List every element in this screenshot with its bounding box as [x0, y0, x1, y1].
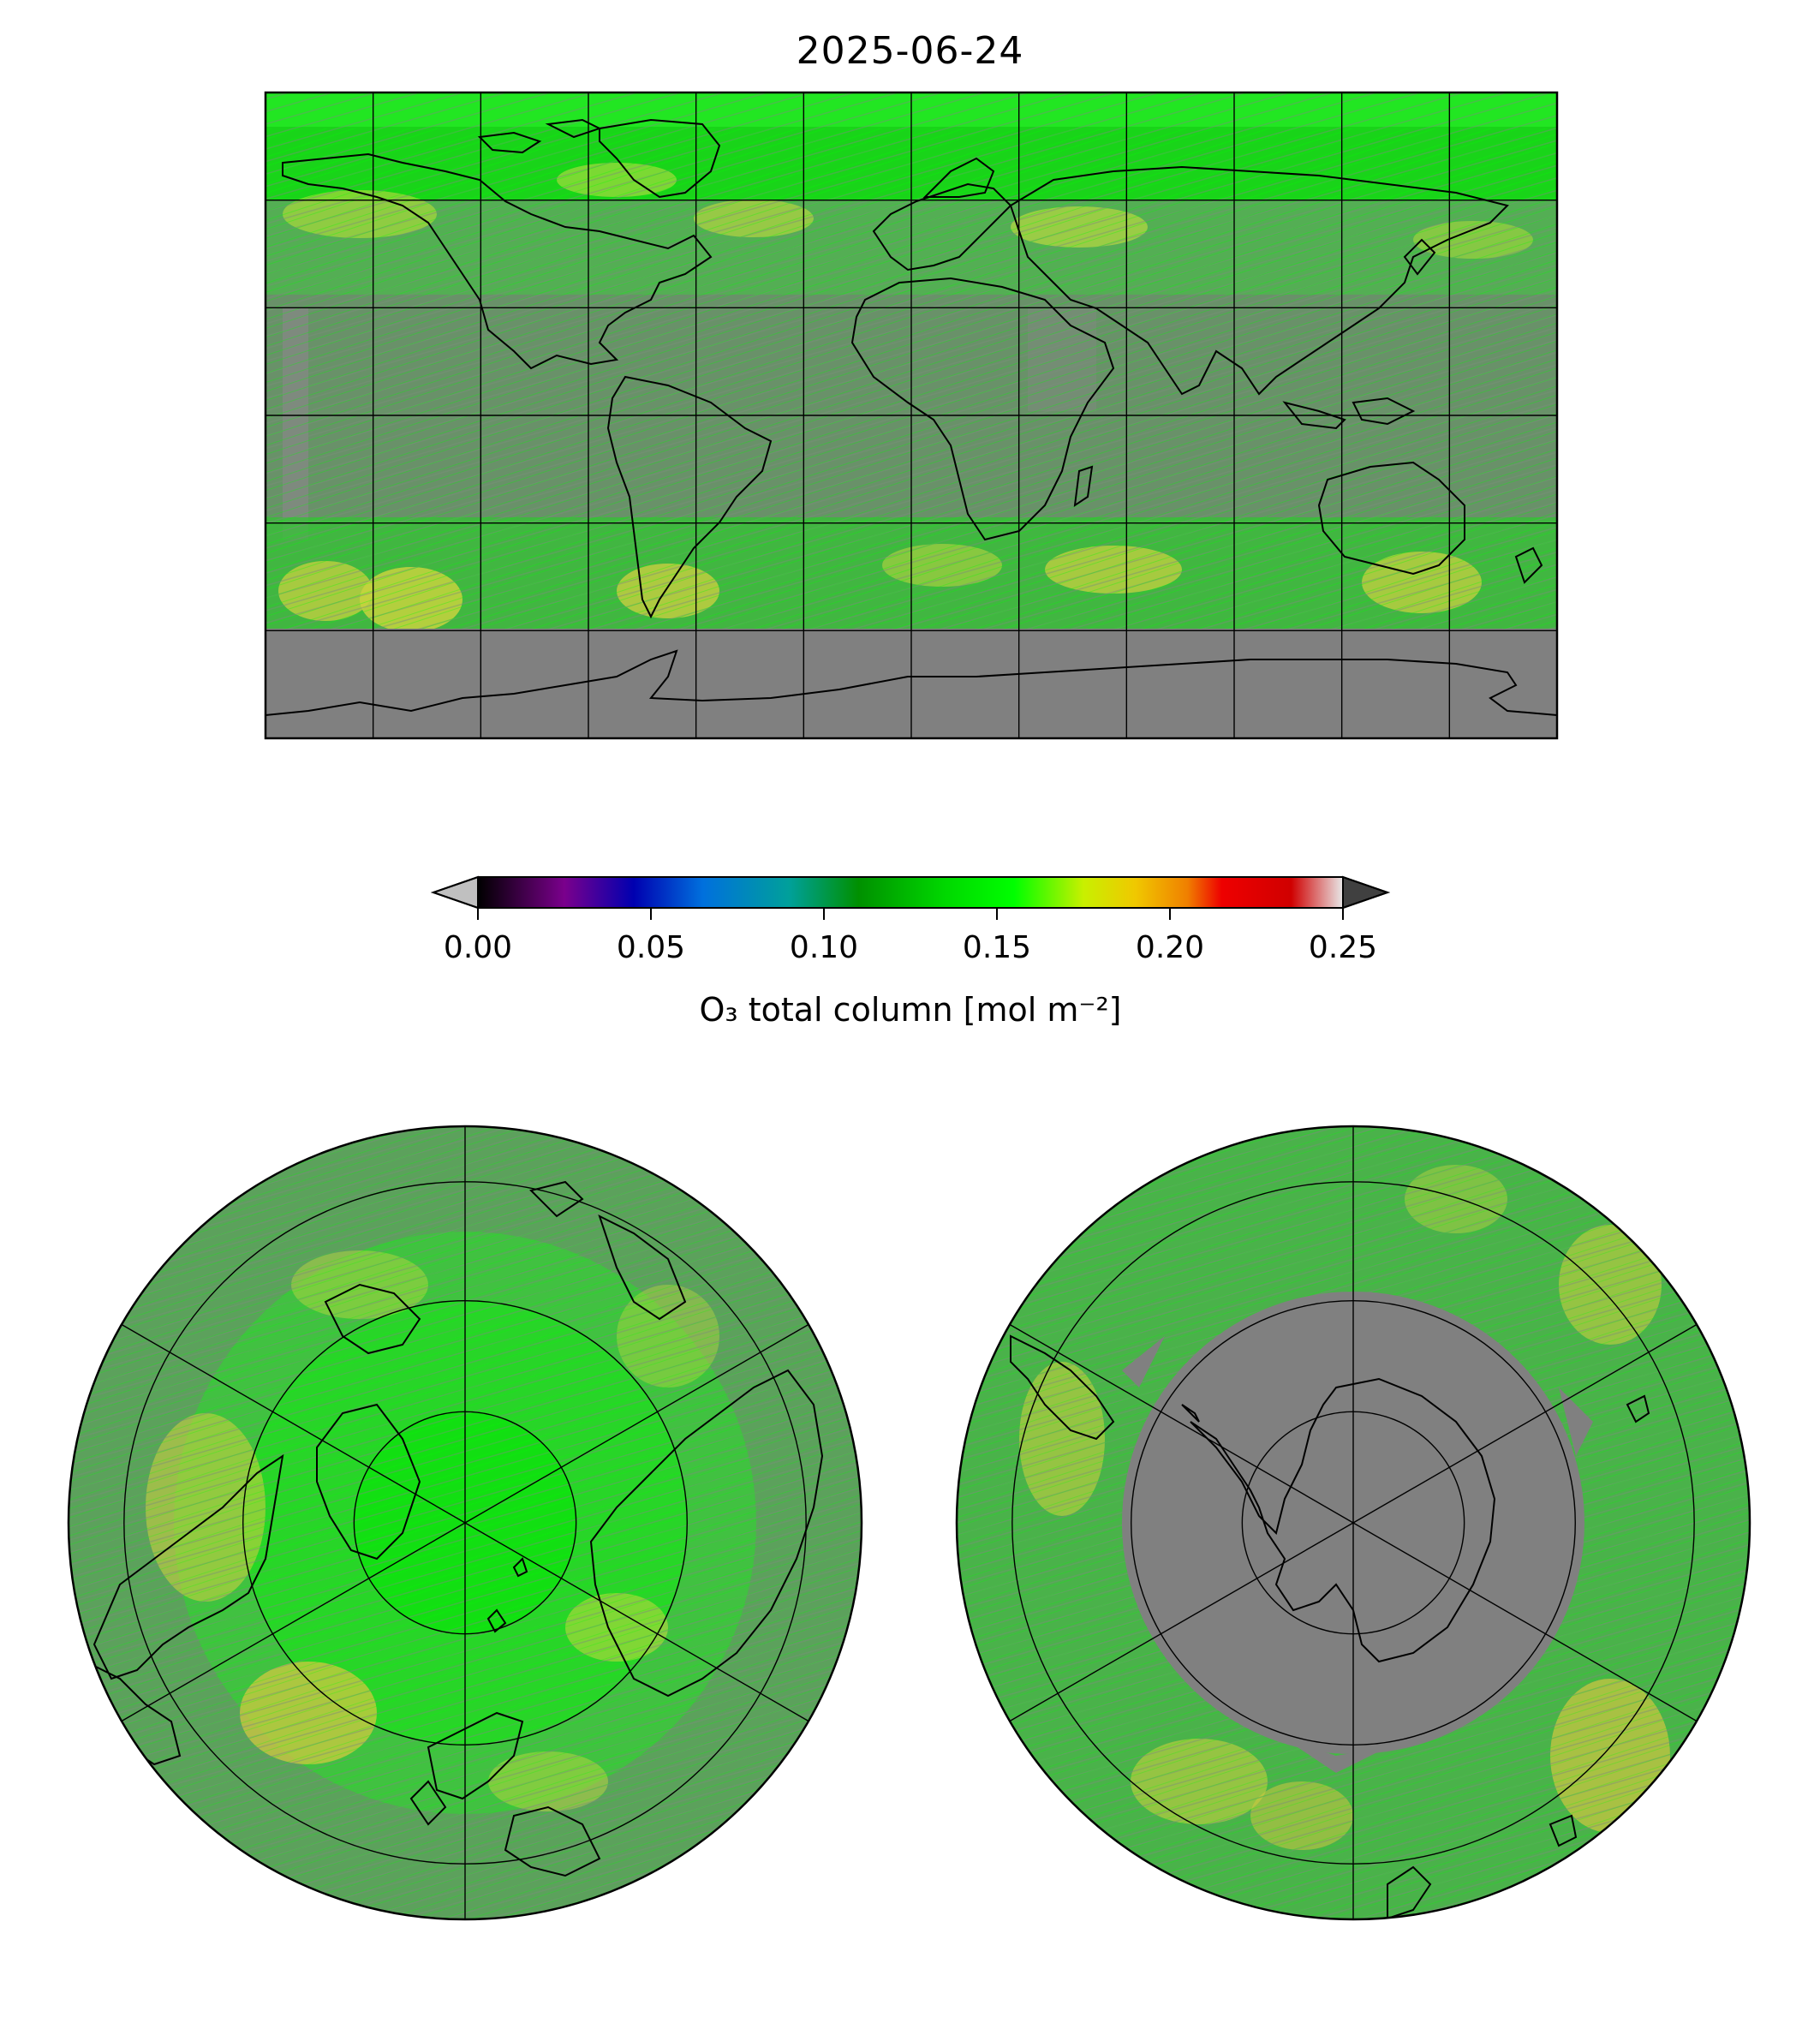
global-map: [264, 91, 1559, 740]
meridian-line: [464, 1323, 809, 1524]
north-polar-coastlines: [84, 1180, 824, 1877]
colorbar-tick-label: 0.20: [1136, 930, 1204, 965]
meridian-line: [464, 1522, 809, 1722]
colorbar-gradient: [478, 877, 1343, 908]
colorbar-tick-label: 0.05: [617, 930, 685, 965]
north-polar-gridlines: [121, 1126, 809, 1919]
meridian-line: [121, 1522, 466, 1722]
global-gridlines: [266, 92, 1557, 738]
south-polar-map: [955, 1125, 1751, 1921]
meridian-line: [1352, 1323, 1698, 1524]
meridian-line: [121, 1323, 466, 1524]
south-polar-coastlines: [1010, 1334, 1650, 1919]
meridian-line: [1009, 1522, 1354, 1722]
global-map-frame: [264, 91, 1559, 740]
north-polar-frame: [67, 1125, 863, 1921]
colorbar-under-extension: [430, 875, 479, 910]
north-polar-map: [67, 1125, 863, 1921]
global-coastlines: [266, 118, 1557, 716]
colorbar-over-extension: [1342, 875, 1391, 910]
south-polar-gridlines: [1009, 1126, 1698, 1919]
colorbar-label: O₃ total column [mol m⁻²]: [699, 991, 1121, 1029]
meridian-line: [1352, 1522, 1698, 1722]
colorbar-tick-label: 0.15: [963, 930, 1031, 965]
colorbar-tick-label: 0.25: [1309, 930, 1377, 965]
meridian-line: [1009, 1323, 1354, 1524]
colorbar-tick-label: 0.00: [444, 930, 512, 965]
colorbar: 0.00 0.05 0.10 0.15 0.20 0.25 O₃ total column…: [430, 875, 1391, 1029]
south-polar-frame: [955, 1125, 1751, 1921]
figure-title: 2025-06-24: [796, 29, 1024, 73]
colorbar-tick-label: 0.10: [790, 930, 858, 965]
